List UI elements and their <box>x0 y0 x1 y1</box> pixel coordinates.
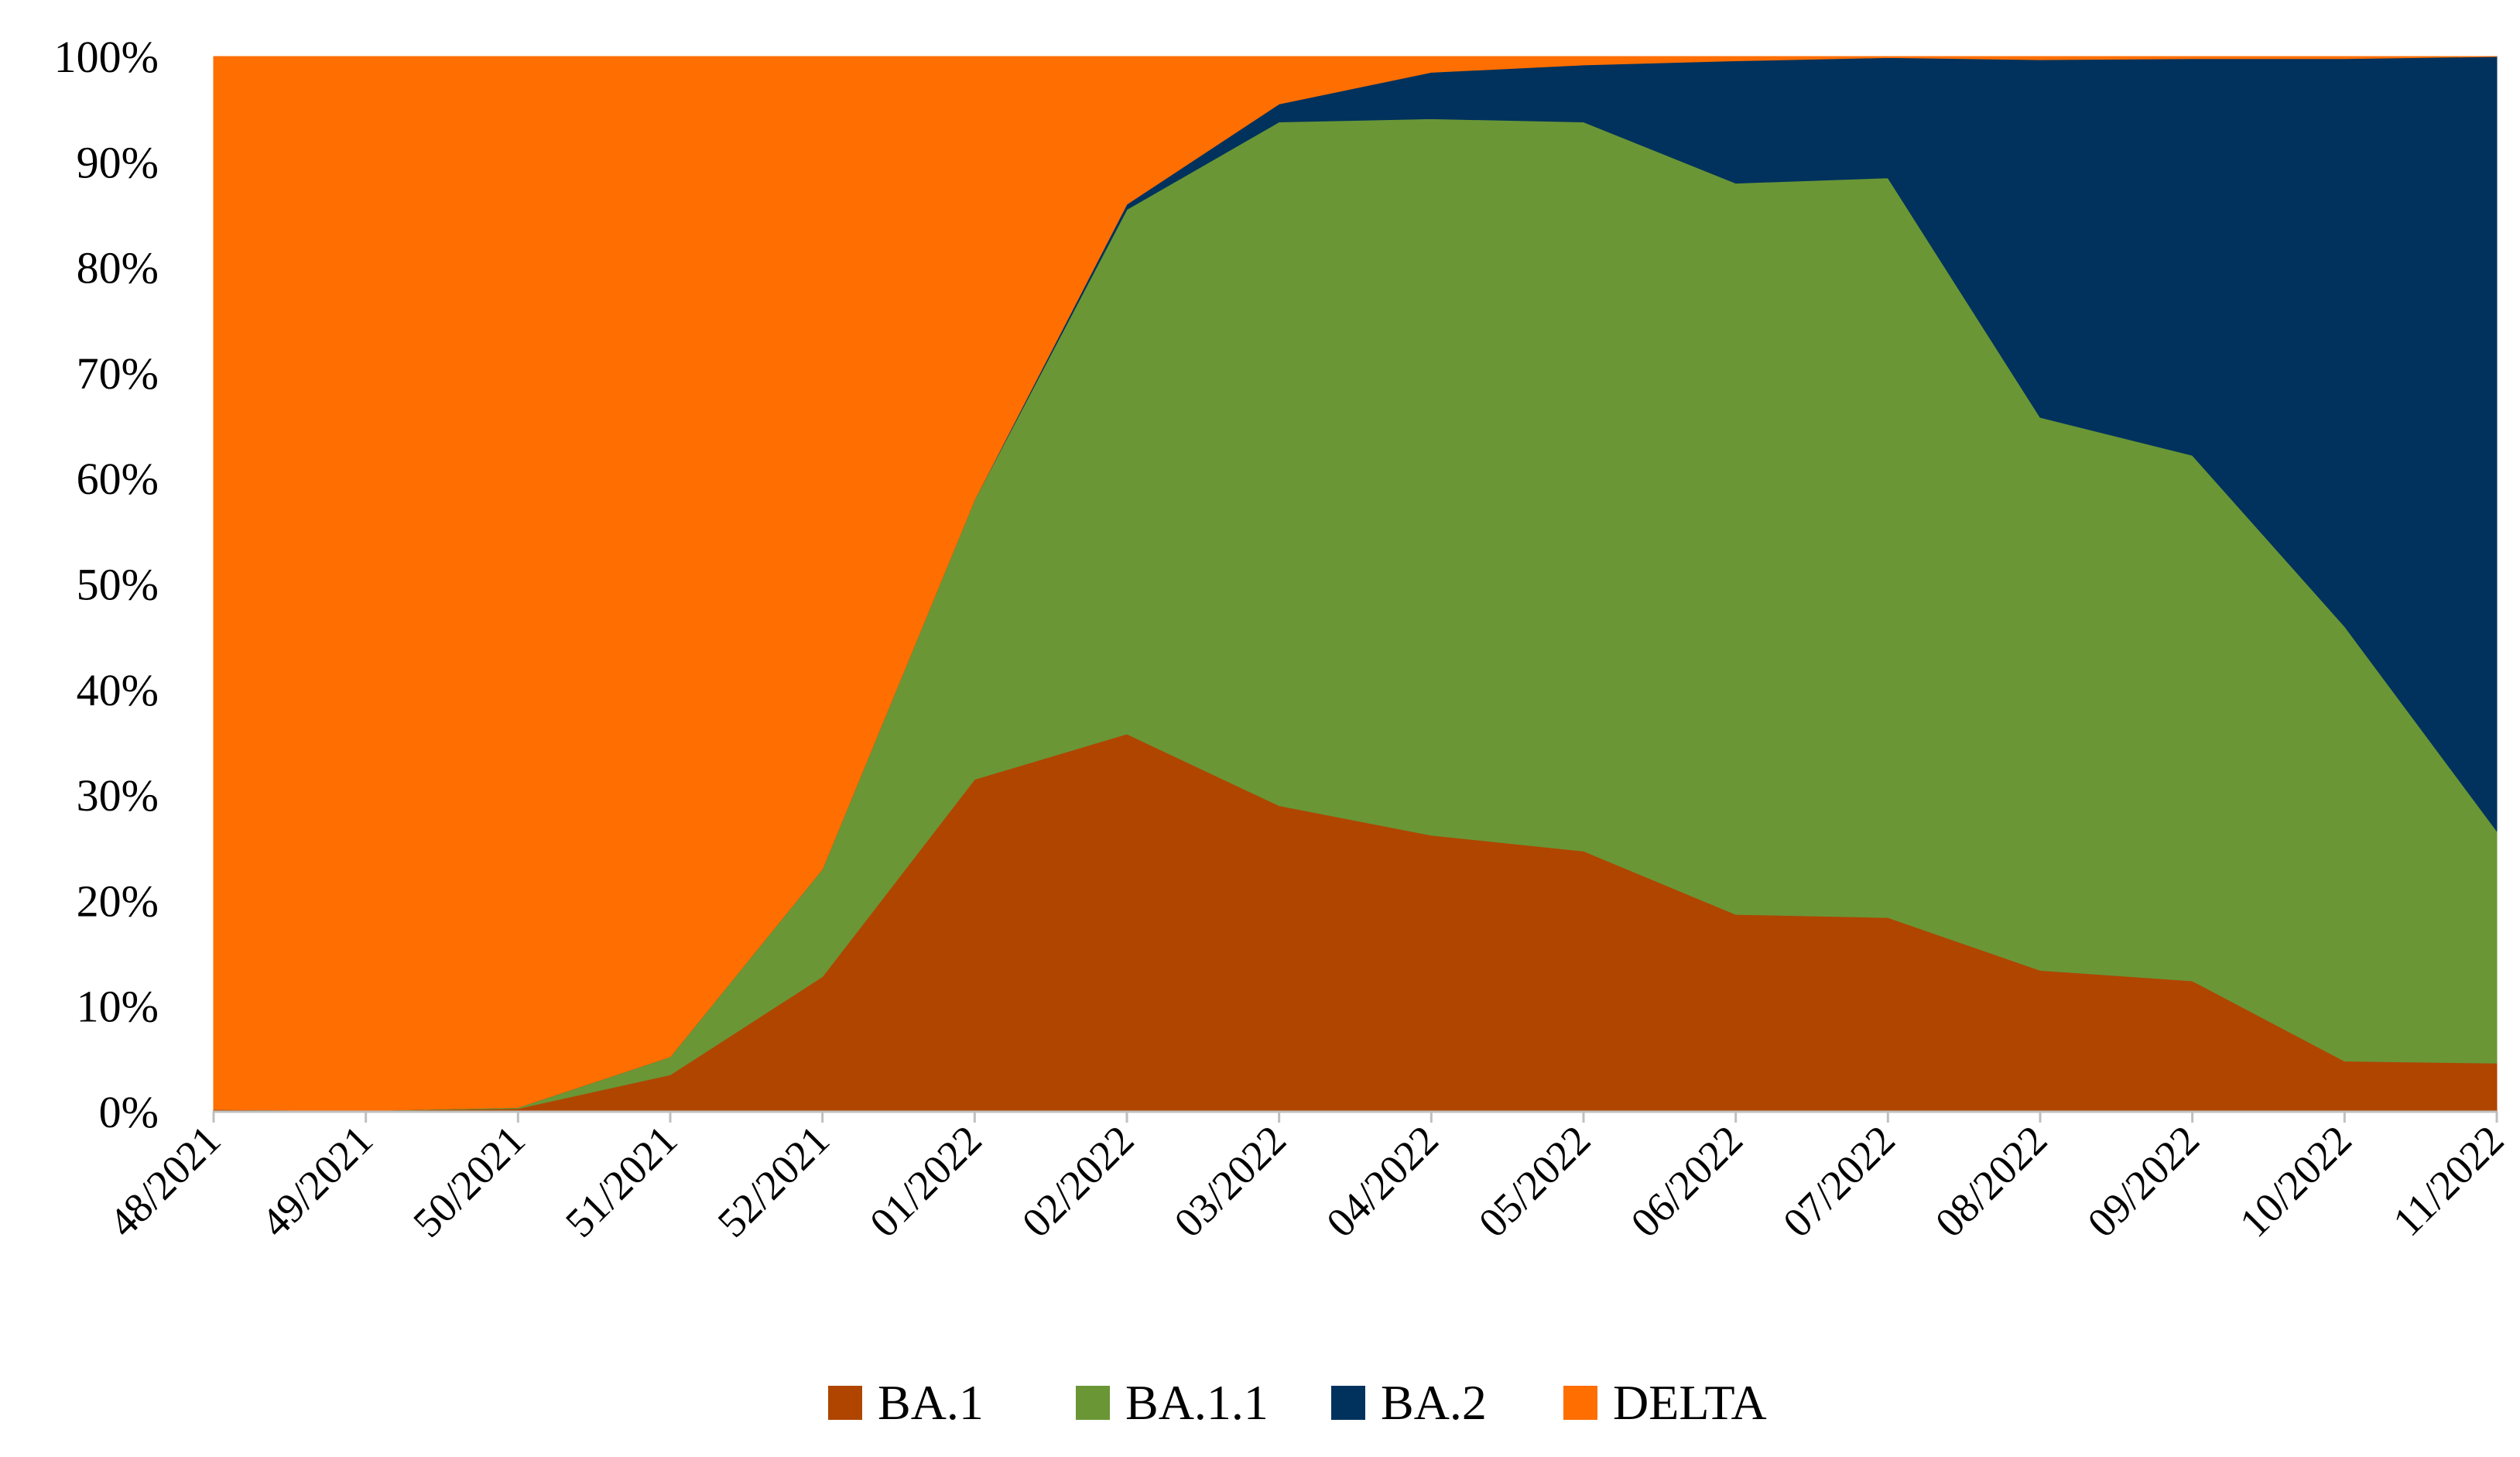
x-tick-label: 49/2021 <box>252 1116 382 1246</box>
x-tick-label: 08/2022 <box>1926 1116 2056 1246</box>
y-tick-label: 40% <box>77 665 159 715</box>
legend-label-delta: DELTA <box>1613 1375 1767 1430</box>
axes-layer <box>212 1110 2498 1123</box>
y-tick-label: 50% <box>77 560 159 610</box>
y-tick-label: 80% <box>77 243 159 293</box>
legend-swatch-ba-2 <box>1331 1386 1365 1420</box>
legend-label-ba-1: BA.1 <box>878 1375 984 1430</box>
legend-label-ba-2: BA.2 <box>1381 1375 1487 1430</box>
y-tick-label: 20% <box>77 876 159 926</box>
x-axis-ticks: 48/2021 49/2021 50/2021 51/2021 52/2021 01/20… <box>100 1116 2513 1246</box>
y-tick-label: 0% <box>99 1087 159 1137</box>
legend-swatch-ba-1 <box>828 1386 862 1420</box>
y-axis-ticks: 0% 10% 20% 30% 40% 50% 60% 70% 80% 90% 100% <box>54 32 159 1137</box>
area-delta <box>213 56 2498 1112</box>
x-tick-label: 09/2022 <box>2079 1116 2209 1246</box>
x-tick-label: 06/2022 <box>1622 1116 1752 1246</box>
x-tick-label: 04/2022 <box>1317 1116 1447 1246</box>
y-tick-label: 70% <box>77 348 159 399</box>
x-tick-label: 05/2022 <box>1470 1116 1600 1246</box>
y-tick-label: 60% <box>77 454 159 504</box>
x-tick-label: 50/2021 <box>404 1116 534 1246</box>
legend: BA.1 BA.1.1 BA.2 DELTA <box>828 1375 1767 1430</box>
x-tick-label: 02/2022 <box>1013 1116 1143 1246</box>
y-tick-label: 30% <box>77 770 159 821</box>
area-layer <box>213 56 2498 1112</box>
legend-swatch-delta <box>1563 1386 1597 1420</box>
x-tick-label: 03/2022 <box>1166 1116 1296 1246</box>
y-tick-label: 10% <box>77 982 159 1032</box>
x-tick-label: 51/2021 <box>556 1116 686 1246</box>
x-tick-label: 01/2022 <box>861 1116 991 1246</box>
legend-label-ba-1-1: BA.1.1 <box>1125 1375 1269 1430</box>
y-tick-label: 90% <box>77 137 159 187</box>
legend-swatch-ba-1-1 <box>1076 1386 1110 1420</box>
x-tick-label: 10/2022 <box>2231 1116 2361 1246</box>
y-tick-label: 100% <box>54 32 159 82</box>
x-tick-label: 07/2022 <box>1774 1116 1904 1246</box>
x-tick-label: 11/2022 <box>2384 1116 2512 1245</box>
x-tick-label: 52/2021 <box>709 1116 839 1246</box>
